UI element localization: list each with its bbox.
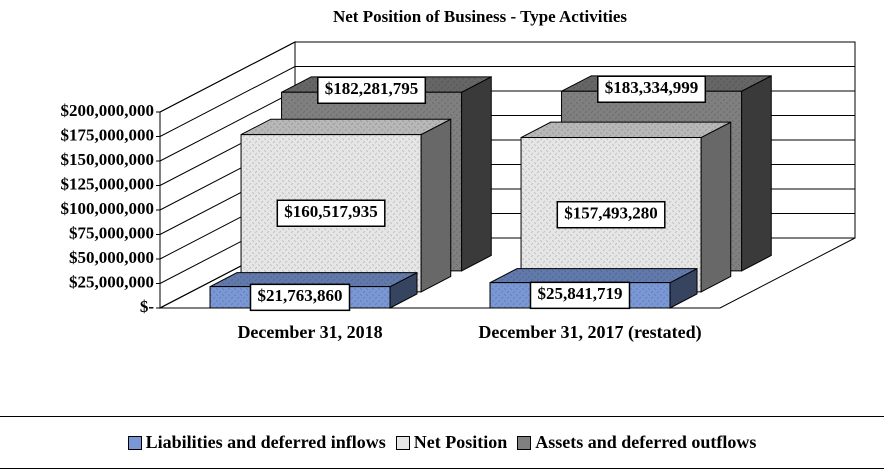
value-label-text: $183,334,999 — [605, 78, 699, 97]
bar-top-texture — [210, 272, 417, 287]
bar-side — [461, 76, 492, 272]
value-label-box — [276, 199, 386, 227]
legend-item: Liabilities and deferred inflows — [127, 432, 386, 453]
y-tick-label: $175,000,000 — [61, 125, 155, 144]
legend-item: Assets and deferred outflows — [517, 432, 756, 453]
legend-swatch — [127, 435, 142, 450]
value-label-text: $182,281,795 — [325, 79, 419, 98]
legend-label: Net Position — [413, 432, 508, 452]
grid-line — [159, 41, 855, 113]
bar-top-texture — [490, 268, 697, 283]
value-label: $182,281,795 — [317, 76, 427, 105]
y-tick-label: $200,000,000 — [61, 101, 155, 120]
legend-label: Liabilities and deferred inflows — [145, 432, 386, 452]
y-tick-label: $- — [140, 297, 155, 316]
chart-title: Net Position of Business - Type Activiti… — [333, 7, 627, 26]
bar-side — [700, 121, 732, 293]
value-label-text: $21,763,860 — [258, 286, 343, 305]
value-label-box — [556, 200, 666, 229]
value-label: $160,517,935 — [276, 199, 386, 227]
bar-side — [741, 75, 772, 272]
legend: Liabilities and deferred inflows Net Posi… — [0, 416, 884, 469]
x-tick-label: December 31, 2017 (restated) — [478, 322, 702, 342]
value-label: $25,841,719 — [529, 281, 631, 310]
value-label-box — [249, 283, 351, 312]
value-label-text: $160,517,935 — [284, 202, 378, 221]
y-tick-label: $75,000,000 — [69, 223, 154, 242]
value-label-box — [529, 281, 631, 310]
y-tick-label: $125,000,000 — [61, 174, 155, 193]
value-label-box — [597, 75, 707, 103]
bar-top-texture — [241, 119, 451, 135]
bar-top-texture — [521, 122, 731, 138]
x-tick-label: December 31, 2018 — [237, 322, 383, 342]
legend-label: Assets and deferred outflows — [535, 432, 757, 452]
value-label-text: $157,493,280 — [564, 204, 658, 223]
value-label: $157,493,280 — [556, 200, 666, 229]
y-tick-label: $150,000,000 — [61, 150, 155, 169]
legend-swatch — [517, 435, 532, 450]
y-tick-label: $25,000,000 — [69, 272, 154, 291]
y-tick-label: $100,000,000 — [61, 199, 155, 218]
grid-line — [159, 66, 855, 137]
chart: Net Position of Business - Type Activiti… — [61, 7, 856, 316]
value-label: $183,334,999 — [597, 75, 707, 103]
y-tick-label: $50,000,000 — [69, 248, 154, 267]
value-label-box — [317, 76, 427, 105]
legend-swatch — [395, 435, 410, 450]
legend-item: Net Position — [395, 432, 508, 453]
value-label: $21,763,860 — [249, 283, 351, 312]
value-label-text: $25,841,719 — [538, 284, 623, 303]
bar-side — [420, 118, 452, 293]
